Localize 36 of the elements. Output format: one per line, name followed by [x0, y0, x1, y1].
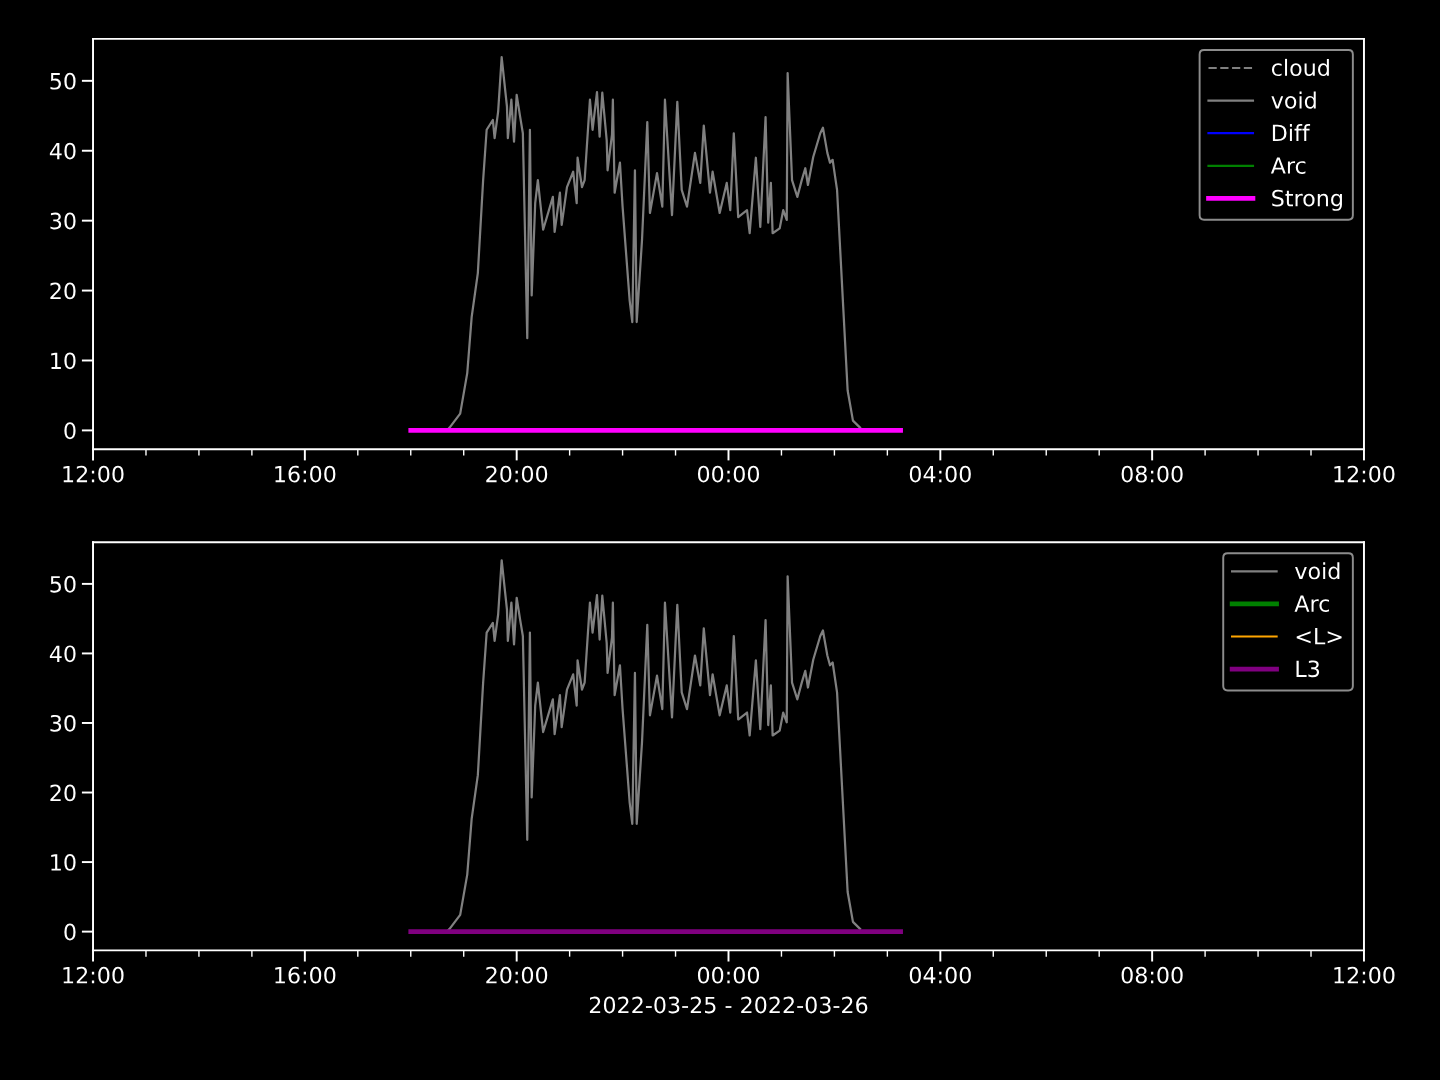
legend-label: void	[1295, 562, 1340, 580]
x-tick-label: 20:00	[486, 966, 548, 984]
y-tick-label: 20	[50, 282, 76, 300]
y-tick-label: 40	[49, 142, 76, 160]
y-tick-label: 0	[64, 422, 76, 440]
x-tick-label: 00:00	[697, 465, 760, 483]
x-tick-label: 04:00	[909, 966, 971, 984]
legend-label: Diff	[1272, 124, 1311, 141]
x-tick-label: 12:00	[1334, 966, 1395, 984]
legend-label: cloud	[1271, 58, 1329, 77]
y-tick-label: 30	[50, 714, 76, 732]
x-tick-label: 04:00	[909, 465, 971, 483]
x-axis-title: 2022-03-25 - 2022-03-26	[589, 996, 868, 1014]
y-tick-label: 40	[49, 645, 76, 663]
y-tick-label: 0	[64, 923, 76, 941]
x-tick-label: 08:00	[1121, 966, 1183, 984]
y-tick-label: 10	[51, 352, 76, 370]
x-tick-label: 16:00	[275, 465, 336, 483]
y-tick-label: 30	[50, 212, 76, 230]
x-tick-label: 20:00	[486, 465, 548, 483]
legend-label: Arc	[1294, 595, 1330, 612]
x-tick-label: 08:00	[1121, 465, 1183, 483]
x-tick-label: 16:00	[275, 966, 336, 984]
x-tick-label: 12:00	[63, 465, 124, 483]
legend-label: Arc	[1270, 157, 1306, 174]
x-tick-label: 12:00	[63, 966, 124, 984]
y-tick-label: 50	[50, 72, 76, 90]
x-tick-label: 12:00	[1334, 465, 1395, 483]
legend-label: L3	[1296, 660, 1320, 678]
x-tick-label: 00:00	[697, 966, 760, 984]
y-tick-label: 10	[51, 854, 76, 871]
legend-label: Strong	[1272, 189, 1342, 211]
legend-label: void	[1271, 91, 1316, 109]
legend-label: <L>	[1296, 628, 1342, 645]
y-tick-label: 50	[50, 575, 76, 593]
y-tick-label: 20	[50, 784, 76, 802]
